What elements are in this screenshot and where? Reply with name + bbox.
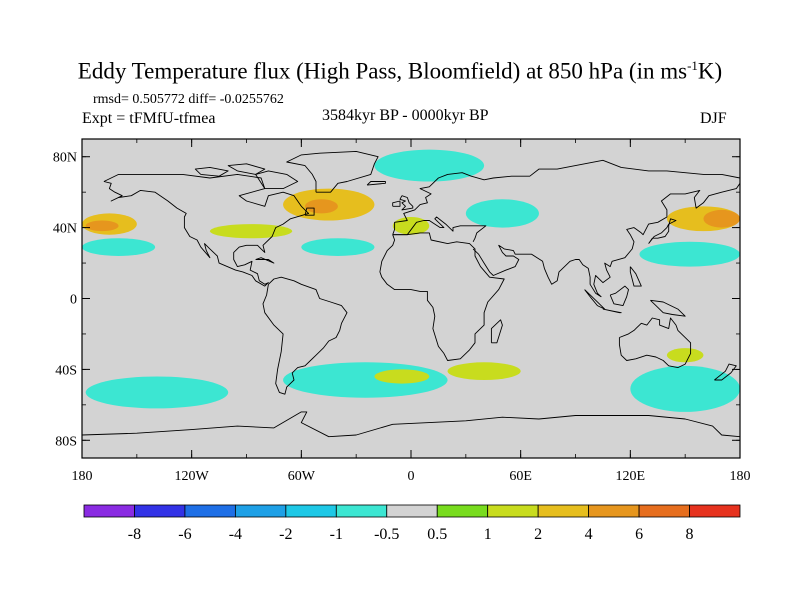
colorbar-box bbox=[436, 504, 489, 518]
colorbar-label: 4 bbox=[585, 526, 593, 543]
colorbar-label: 6 bbox=[635, 526, 643, 543]
colorbar-box bbox=[134, 504, 186, 518]
experiment-label: Expt = tFMfU-tfmea bbox=[82, 110, 216, 127]
coastline bbox=[602, 308, 622, 314]
colorbar-box bbox=[537, 504, 590, 518]
coastline bbox=[227, 163, 266, 175]
lon-tick-label: 60W bbox=[288, 469, 316, 484]
anomaly-region bbox=[639, 241, 740, 267]
colorbar-box bbox=[335, 504, 388, 518]
anomaly-region bbox=[85, 220, 119, 232]
colorbar-box bbox=[638, 504, 690, 518]
anomaly-region bbox=[301, 238, 375, 256]
colorbar-box bbox=[83, 504, 135, 518]
coastline bbox=[618, 317, 692, 369]
colorbar-label: -4 bbox=[229, 526, 242, 543]
coastline bbox=[255, 170, 299, 190]
colorbar-label: -0.5 bbox=[374, 526, 399, 543]
period-label: 3584kyr BP - 0000kyr BP bbox=[322, 107, 489, 124]
title-unit-exponent: -1 bbox=[687, 58, 698, 73]
lon-tick-label: 60E bbox=[509, 469, 532, 484]
coastline bbox=[490, 319, 503, 344]
coastline bbox=[714, 363, 737, 381]
coastlines bbox=[82, 150, 740, 438]
coastline bbox=[392, 216, 487, 243]
coastline bbox=[304, 207, 315, 216]
coastline bbox=[392, 200, 401, 207]
lat-tick-label: 80S bbox=[55, 434, 77, 449]
lon-tick-label: 120W bbox=[175, 469, 210, 484]
colorbar-box bbox=[386, 504, 438, 518]
colorbar-label: -6 bbox=[178, 526, 191, 543]
coastline bbox=[379, 232, 505, 361]
coastline bbox=[629, 266, 642, 287]
coastline bbox=[399, 195, 414, 211]
title-main: Eddy Temperature flux (High Pass, Bloomf… bbox=[77, 58, 688, 84]
lat-tick-label: 0 bbox=[70, 293, 77, 308]
anomaly-region bbox=[374, 369, 430, 384]
lon-tick-label: 120E bbox=[616, 469, 646, 484]
coastline bbox=[194, 166, 229, 177]
anomaly-region bbox=[465, 199, 539, 228]
colorbar-box bbox=[234, 504, 287, 518]
stats-label: rmsd= 0.505772 diff= -0.0255762 bbox=[93, 92, 284, 107]
anomaly-region bbox=[630, 365, 740, 412]
anomaly-layer bbox=[82, 149, 740, 412]
colorbar-label: 2 bbox=[534, 526, 542, 543]
anomaly-region bbox=[304, 199, 338, 214]
coastline bbox=[650, 299, 686, 317]
anomaly-region bbox=[209, 224, 293, 239]
colorbar-label: -8 bbox=[128, 526, 141, 543]
colorbar-box bbox=[689, 504, 741, 518]
season-label: DJF bbox=[700, 110, 727, 127]
colorbar-box bbox=[487, 504, 539, 518]
colorbar-label: -1 bbox=[330, 526, 343, 543]
coastline bbox=[648, 218, 677, 244]
colorbar-label: 1 bbox=[484, 526, 492, 543]
colorbar-box bbox=[285, 504, 337, 518]
colorbar-box bbox=[184, 504, 236, 518]
coastline bbox=[609, 285, 629, 307]
anomaly-region bbox=[666, 348, 704, 363]
lon-tick-label: 0 bbox=[408, 469, 415, 484]
coastline bbox=[255, 257, 275, 264]
colorbar-box bbox=[588, 504, 640, 518]
anomaly-region bbox=[703, 209, 740, 228]
anomaly-region bbox=[447, 362, 521, 381]
lat-tick-label: 80N bbox=[53, 151, 77, 166]
anomaly-region bbox=[82, 238, 156, 256]
coastline bbox=[286, 150, 379, 193]
title-unit-suffix: K) bbox=[697, 58, 723, 84]
coastline bbox=[472, 183, 740, 298]
lat-tick-label: 40S bbox=[55, 363, 77, 378]
coastline bbox=[262, 276, 348, 395]
lon-tick-label: 180 bbox=[72, 469, 93, 484]
colorbar-label: -2 bbox=[279, 526, 292, 543]
anomaly-region bbox=[85, 376, 229, 409]
coastline bbox=[366, 181, 386, 186]
coastline bbox=[103, 173, 310, 287]
anomaly-region bbox=[136, 195, 170, 210]
coastline bbox=[392, 159, 740, 235]
lat-tick-label: 40N bbox=[53, 222, 77, 237]
colorbar-label: 8 bbox=[686, 526, 694, 543]
coastline bbox=[82, 411, 740, 438]
chart-title: Eddy Temperature flux (High Pass, Bloomf… bbox=[0, 58, 800, 85]
lon-tick-label: 180 bbox=[730, 469, 751, 484]
colorbar-label: 0.5 bbox=[427, 526, 447, 543]
